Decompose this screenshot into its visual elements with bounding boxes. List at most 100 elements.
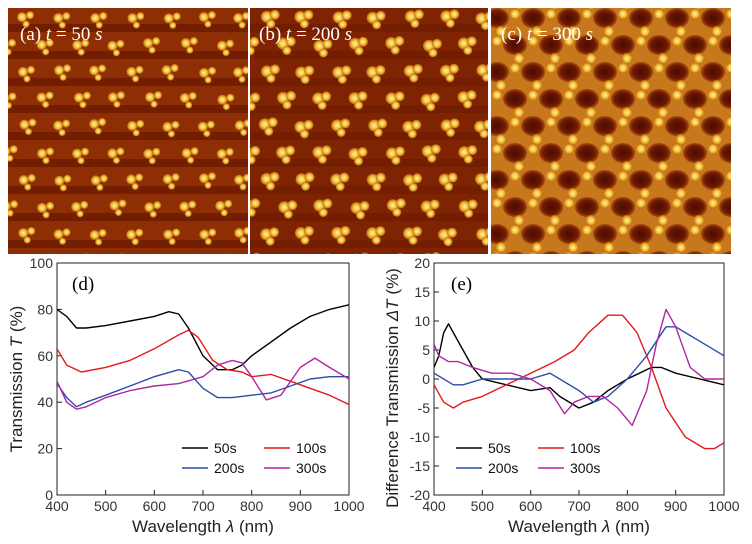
afm-bump [23,236,31,244]
afm-pit [503,89,527,109]
afm-bump [100,282,108,290]
afm-bump [494,256,506,268]
y-axis-title-e: Difference Transmission ΔT (%) [383,268,402,508]
afm-bump [300,74,310,84]
afm-pit [665,8,689,28]
afm-bump [671,197,683,209]
afm-bump [599,35,611,47]
afm-bump [375,65,386,76]
afm-bump [675,188,687,199]
series-line-200s [434,326,724,403]
afm-bump [90,175,101,186]
afm-bump [1,257,11,267]
afm-bump [131,182,139,190]
afm-bump [286,90,297,101]
afm-bump [204,291,211,298]
afm-bump [167,130,175,138]
afm-bump [234,120,245,131]
afm-bump [145,310,155,320]
afm-bump [113,100,121,108]
afm-pit [611,89,635,109]
afm-bump [188,200,197,209]
afm-bump [241,308,253,320]
afm-bump [748,242,752,253]
afm-bump [77,48,85,56]
afm-bump [514,269,525,280]
afm-bump [224,199,233,208]
afm-pit [503,143,527,163]
afm-bump [509,224,521,236]
afm-pit [491,8,509,28]
afm-bump [233,67,244,78]
afm-bump [689,8,701,20]
afm-bump [621,161,633,172]
afm-bump [675,80,687,91]
afm-bump [491,143,503,155]
afm-pit [539,143,563,163]
afm-bump [148,46,156,54]
legend-label-200s: 200s [214,460,244,476]
y-tick-label: 20 [414,255,430,271]
afm-bump [161,65,172,76]
afm-bump [163,13,174,24]
afm-pit [503,35,527,55]
afm-bump [568,296,579,307]
afm-bump [42,211,50,219]
afm-bump [321,91,332,102]
afm-bump [581,8,593,20]
afm-bump [429,92,440,103]
legend-label-300s: 300s [570,460,600,476]
afm-bump [94,127,102,135]
afm-bump [513,107,525,118]
afm-bump [295,264,302,271]
afm-bump [299,19,309,29]
afm-bump [267,280,277,290]
afm-bump [394,91,405,102]
afm-bump [563,89,575,101]
afm-bump [303,119,314,130]
afm-bump [653,62,665,74]
afm-bump [8,101,12,109]
afm-bump [290,253,294,254]
afm-bump [744,198,752,209]
series-line-200s [57,369,349,408]
afm-bump [689,170,701,182]
afm-bump [444,182,454,192]
afm-bump [549,53,561,64]
afm-bump [231,281,241,291]
afm-bump [338,19,348,29]
afm-band [8,159,248,167]
afm-bump [149,210,157,218]
afm-bump [239,236,247,244]
afm-pit [737,224,752,244]
afm-bump [251,309,261,319]
afm-bump [17,66,28,77]
chart-d: 400 500 600 700 800 900 1000 0 20 40 60 80 100 (d) 5… [7,255,365,536]
afm-pit [539,197,563,217]
afm-bump [729,54,731,63]
afm-bump [239,183,247,191]
afm-bump [150,0,157,1]
afm-bump [480,20,488,30]
afm-bump [198,282,208,292]
afm-bump [531,188,543,199]
afm-bump [320,0,329,1]
afm-bump [186,46,194,54]
legend-label-100s: 100s [296,440,326,456]
afm-bump [242,173,248,182]
afm-bump [463,99,473,109]
afm-bump [169,290,176,297]
afm-bump [217,311,227,321]
afm-bump [447,227,458,238]
legend-label-100s: 100s [570,440,600,456]
afm-bump [269,171,280,182]
afm-bump [99,174,108,183]
afm-bump [149,263,156,270]
afm-bump [336,127,346,137]
afm-bump [266,73,276,83]
afm-pit [575,0,599,1]
afm-band [8,240,248,248]
afm-bump [729,162,731,171]
afm-bump [313,290,320,297]
afm-bump [604,296,615,307]
